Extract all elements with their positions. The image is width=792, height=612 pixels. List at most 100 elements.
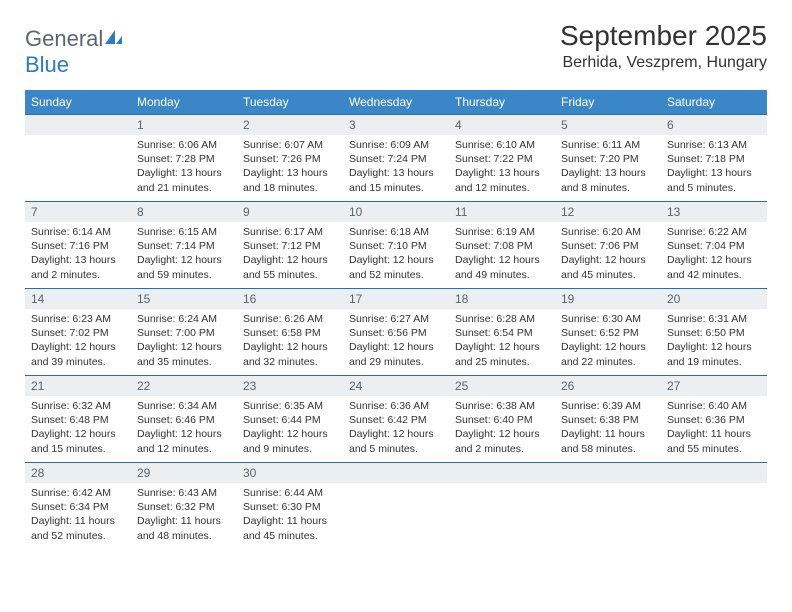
daylight-line: Daylight: 11 hours and 45 minutes.: [243, 514, 337, 542]
sunset-line: Sunset: 6:38 PM: [561, 413, 655, 427]
day-details: Sunrise: 6:09 AMSunset: 7:24 PMDaylight:…: [343, 135, 449, 199]
day-details: Sunrise: 6:39 AMSunset: 6:38 PMDaylight:…: [555, 396, 661, 460]
day-details: Sunrise: 6:32 AMSunset: 6:48 PMDaylight:…: [25, 396, 131, 460]
day-number: 11: [449, 202, 555, 222]
sunrise-line: Sunrise: 6:42 AM: [31, 486, 125, 500]
sunset-line: Sunset: 7:16 PM: [31, 239, 125, 253]
sunrise-line: Sunrise: 6:26 AM: [243, 312, 337, 326]
daylight-line: Daylight: 13 hours and 2 minutes.: [31, 253, 125, 281]
calendar-day-cell: 1Sunrise: 6:06 AMSunset: 7:28 PMDaylight…: [131, 115, 237, 202]
sunset-line: Sunset: 6:42 PM: [349, 413, 443, 427]
sail-icon: [103, 26, 123, 52]
day-details: Sunrise: 6:24 AMSunset: 7:00 PMDaylight:…: [131, 309, 237, 373]
daylight-line: Daylight: 12 hours and 15 minutes.: [31, 427, 125, 455]
location-text: Berhida, Veszprem, Hungary: [560, 54, 767, 72]
daylight-line: Daylight: 11 hours and 52 minutes.: [31, 514, 125, 542]
day-details: Sunrise: 6:20 AMSunset: 7:06 PMDaylight:…: [555, 222, 661, 286]
daylight-line: Daylight: 12 hours and 35 minutes.: [137, 340, 231, 368]
sunset-line: Sunset: 6:34 PM: [31, 500, 125, 514]
day-details: Sunrise: 6:23 AMSunset: 7:02 PMDaylight:…: [25, 309, 131, 373]
sunrise-line: Sunrise: 6:11 AM: [561, 138, 655, 152]
calendar-day-cell: 18Sunrise: 6:28 AMSunset: 6:54 PMDayligh…: [449, 289, 555, 376]
day-number: 17: [343, 289, 449, 309]
sunset-line: Sunset: 6:54 PM: [455, 326, 549, 340]
sunset-line: Sunset: 6:44 PM: [243, 413, 337, 427]
calendar-day-cell: 8Sunrise: 6:15 AMSunset: 7:14 PMDaylight…: [131, 202, 237, 289]
daylight-line: Daylight: 12 hours and 42 minutes.: [667, 253, 761, 281]
brand-text: General Blue: [25, 26, 123, 78]
day-number: 25: [449, 376, 555, 396]
brand-logo: General Blue: [25, 20, 123, 78]
sunrise-line: Sunrise: 6:32 AM: [31, 399, 125, 413]
sunset-line: Sunset: 6:36 PM: [667, 413, 761, 427]
calendar-day-cell: 29Sunrise: 6:43 AMSunset: 6:32 PMDayligh…: [131, 463, 237, 550]
calendar-week: 21Sunrise: 6:32 AMSunset: 6:48 PMDayligh…: [25, 376, 767, 463]
daylight-line: Daylight: 13 hours and 5 minutes.: [667, 166, 761, 194]
day-number: 1: [131, 115, 237, 135]
day-number: [449, 463, 555, 483]
sunrise-line: Sunrise: 6:28 AM: [455, 312, 549, 326]
daylight-line: Daylight: 12 hours and 19 minutes.: [667, 340, 761, 368]
sunset-line: Sunset: 6:58 PM: [243, 326, 337, 340]
sunrise-line: Sunrise: 6:27 AM: [349, 312, 443, 326]
sunset-line: Sunset: 6:30 PM: [243, 500, 337, 514]
day-details: Sunrise: 6:31 AMSunset: 6:50 PMDaylight:…: [661, 309, 767, 373]
daylight-line: Daylight: 13 hours and 8 minutes.: [561, 166, 655, 194]
day-number: 9: [237, 202, 343, 222]
brand-word2: Blue: [25, 52, 69, 77]
day-number: 27: [661, 376, 767, 396]
calendar-day-cell: [25, 115, 131, 202]
brand-word1: General: [25, 26, 103, 51]
sunset-line: Sunset: 6:46 PM: [137, 413, 231, 427]
sunrise-line: Sunrise: 6:19 AM: [455, 225, 549, 239]
weekday-header: Sunday: [25, 90, 131, 115]
day-number: 13: [661, 202, 767, 222]
day-number: 6: [661, 115, 767, 135]
calendar-day-cell: [661, 463, 767, 550]
daylight-line: Daylight: 13 hours and 15 minutes.: [349, 166, 443, 194]
sunrise-line: Sunrise: 6:39 AM: [561, 399, 655, 413]
calendar-day-cell: 23Sunrise: 6:35 AMSunset: 6:44 PMDayligh…: [237, 376, 343, 463]
day-number: 8: [131, 202, 237, 222]
day-number: 3: [343, 115, 449, 135]
daylight-line: Daylight: 11 hours and 55 minutes.: [667, 427, 761, 455]
sunrise-line: Sunrise: 6:09 AM: [349, 138, 443, 152]
day-details: Sunrise: 6:14 AMSunset: 7:16 PMDaylight:…: [25, 222, 131, 286]
sunrise-line: Sunrise: 6:40 AM: [667, 399, 761, 413]
sunset-line: Sunset: 7:04 PM: [667, 239, 761, 253]
daylight-line: Daylight: 12 hours and 55 minutes.: [243, 253, 337, 281]
daylight-line: Daylight: 13 hours and 18 minutes.: [243, 166, 337, 194]
sunrise-line: Sunrise: 6:35 AM: [243, 399, 337, 413]
day-details: Sunrise: 6:43 AMSunset: 6:32 PMDaylight:…: [131, 483, 237, 547]
weekday-header-row: Sunday Monday Tuesday Wednesday Thursday…: [25, 90, 767, 115]
sunset-line: Sunset: 6:56 PM: [349, 326, 443, 340]
day-number: 20: [661, 289, 767, 309]
calendar-week: 28Sunrise: 6:42 AMSunset: 6:34 PMDayligh…: [25, 463, 767, 550]
day-number: 7: [25, 202, 131, 222]
day-details: Sunrise: 6:22 AMSunset: 7:04 PMDaylight:…: [661, 222, 767, 286]
sunset-line: Sunset: 7:10 PM: [349, 239, 443, 253]
day-number: 12: [555, 202, 661, 222]
calendar-day-cell: 5Sunrise: 6:11 AMSunset: 7:20 PMDaylight…: [555, 115, 661, 202]
day-number: 16: [237, 289, 343, 309]
sunrise-line: Sunrise: 6:15 AM: [137, 225, 231, 239]
sunrise-line: Sunrise: 6:17 AM: [243, 225, 337, 239]
sunrise-line: Sunrise: 6:34 AM: [137, 399, 231, 413]
sunrise-line: Sunrise: 6:30 AM: [561, 312, 655, 326]
sunset-line: Sunset: 7:14 PM: [137, 239, 231, 253]
day-number: 10: [343, 202, 449, 222]
sunset-line: Sunset: 7:12 PM: [243, 239, 337, 253]
day-number: 2: [237, 115, 343, 135]
sunset-line: Sunset: 7:22 PM: [455, 152, 549, 166]
daylight-line: Daylight: 12 hours and 45 minutes.: [561, 253, 655, 281]
day-details: Sunrise: 6:27 AMSunset: 6:56 PMDaylight:…: [343, 309, 449, 373]
day-details: Sunrise: 6:34 AMSunset: 6:46 PMDaylight:…: [131, 396, 237, 460]
sunset-line: Sunset: 7:20 PM: [561, 152, 655, 166]
calendar-day-cell: 26Sunrise: 6:39 AMSunset: 6:38 PMDayligh…: [555, 376, 661, 463]
sunrise-line: Sunrise: 6:24 AM: [137, 312, 231, 326]
day-number: 21: [25, 376, 131, 396]
calendar-day-cell: 10Sunrise: 6:18 AMSunset: 7:10 PMDayligh…: [343, 202, 449, 289]
sunrise-line: Sunrise: 6:14 AM: [31, 225, 125, 239]
day-details: Sunrise: 6:19 AMSunset: 7:08 PMDaylight:…: [449, 222, 555, 286]
sunrise-line: Sunrise: 6:38 AM: [455, 399, 549, 413]
